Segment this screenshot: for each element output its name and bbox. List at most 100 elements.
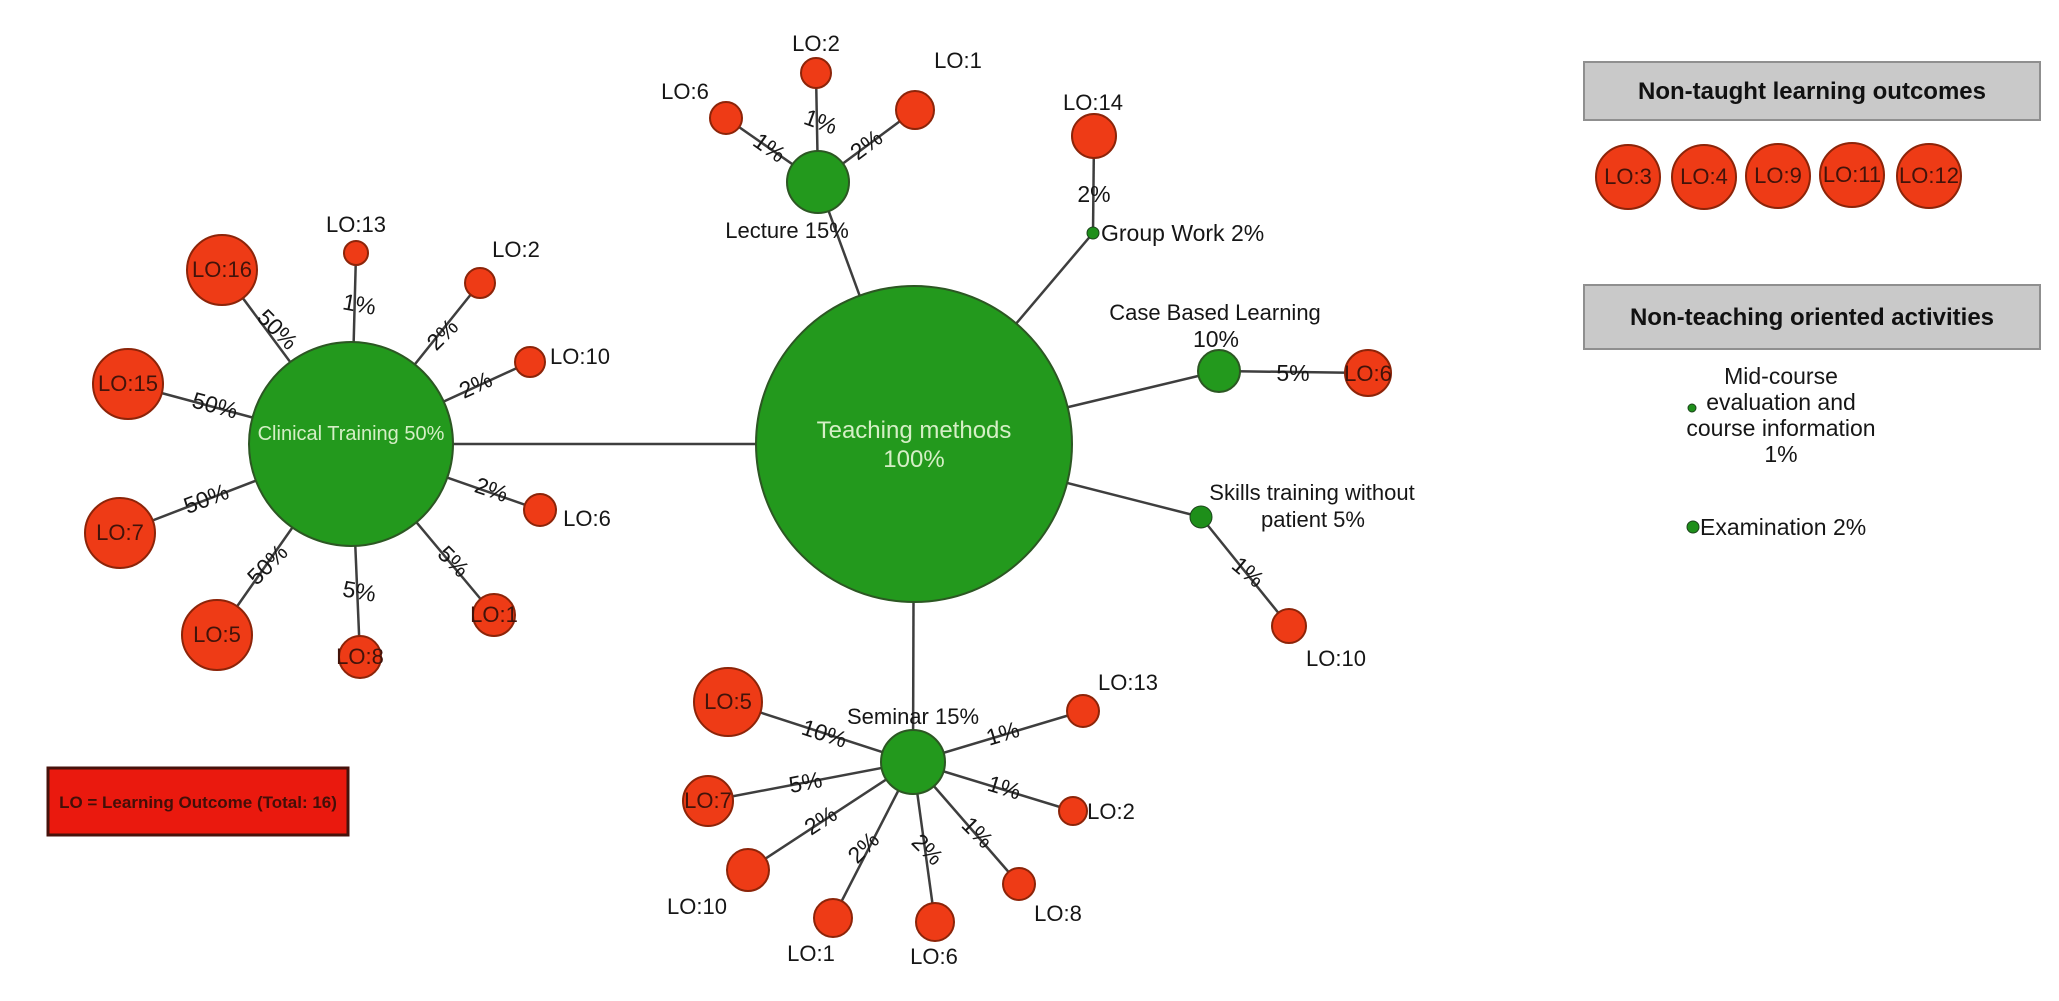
- node-case-pct: 10%: [1193, 326, 1239, 352]
- node-teaching-methods: [755, 285, 1073, 603]
- panel-non-taught-title: Non-taught learning outcomes: [1638, 78, 1986, 105]
- node-lo11: [1819, 142, 1885, 208]
- node-lo9: [1745, 143, 1811, 209]
- edge-pct: 10%: [799, 714, 851, 753]
- node-lo1: [895, 90, 935, 130]
- node-lo3: [1595, 144, 1661, 210]
- node-lo2-label: LO:2: [492, 237, 540, 262]
- node-lo5: [693, 667, 763, 737]
- node-lecture: [786, 150, 850, 214]
- node-lo6-label: LO:6: [563, 506, 611, 531]
- edge-pct: 1%: [983, 716, 1022, 751]
- node-lo12: [1896, 143, 1962, 209]
- node-lo14: [1071, 113, 1117, 159]
- node-lo2: [464, 267, 496, 299]
- edge-pct: 2%: [1077, 181, 1110, 207]
- edge-pct: 50%: [242, 539, 293, 590]
- node-lo1-label: LO:1: [787, 941, 835, 966]
- node-lo16-label: LO:16: [192, 257, 252, 282]
- node-lo15-label: LO:15: [98, 371, 158, 396]
- node-lo16: [186, 234, 258, 306]
- node-skills-label-line2: patient 5%: [1261, 507, 1365, 532]
- node-lo10-label: LO:10: [550, 344, 610, 369]
- node-lo6-label: LO:6: [910, 944, 958, 969]
- node-lo15: [92, 348, 164, 420]
- midcourse-line2: evaluation and: [1706, 389, 1856, 415]
- node-lo10-label: LO:10: [1306, 646, 1366, 671]
- node-lo6: [915, 902, 955, 942]
- node-lo7: [682, 775, 734, 827]
- cluster-clinical-training: Clinical Training 50% LO:16 50% LO:13 1%…: [84, 212, 611, 679]
- edge-pct: 2%: [472, 472, 512, 507]
- node-examination: [1686, 520, 1700, 534]
- edge-pct: 1%: [985, 770, 1024, 805]
- edge-pct: 5%: [433, 540, 475, 582]
- edge-pct: 1%: [749, 127, 791, 167]
- node-midcourse: [1687, 403, 1697, 413]
- node-lo4-label: LO:4: [1680, 164, 1728, 189]
- panel-non-teaching-header: [1583, 284, 2041, 350]
- node-lo3-label: LO:3: [1604, 164, 1652, 189]
- node-lo6: [523, 493, 557, 527]
- node-lecture-label: Lecture 15%: [725, 218, 849, 243]
- edge-pct: 50%: [180, 478, 232, 519]
- edge-pct: 50%: [189, 387, 240, 424]
- edge-pct: 1%: [341, 288, 378, 319]
- node-lo7: [84, 497, 156, 569]
- node-lo5-label: LO:5: [704, 689, 752, 714]
- note-box-rect: [46, 766, 350, 837]
- node-teaching-methods-label: Teaching methods: [817, 417, 1012, 444]
- node-case-based-learning: [1197, 349, 1241, 393]
- node-lo2: [1058, 796, 1088, 826]
- node-clinical-training: [248, 341, 454, 547]
- node-lo8-label: LO:8: [336, 644, 384, 669]
- midcourse-line1: Mid-course: [1724, 363, 1838, 389]
- node-group-work-label: Group Work 2%: [1101, 220, 1264, 246]
- node-lo10: [726, 848, 770, 892]
- node-lo14-label: LO:14: [1063, 90, 1123, 115]
- node-lo10: [514, 346, 546, 378]
- node-lo13-label: LO:13: [326, 212, 386, 237]
- node-lo13-label: LO:13: [1098, 670, 1158, 695]
- node-seminar-label: Seminar 15%: [847, 704, 979, 729]
- edge-pct: 50%: [252, 304, 303, 355]
- node-clinical-training-label: Clinical Training 50%: [258, 423, 445, 445]
- node-skills-label-line1: Skills training without: [1209, 480, 1414, 505]
- node-lo6-label: LO:6: [1344, 361, 1392, 386]
- node-skills-training: [1189, 505, 1213, 529]
- panel-non-teaching-title: Non-teaching oriented activities: [1630, 304, 1994, 331]
- node-case-label: Case Based Learning: [1109, 300, 1321, 325]
- midcourse-line4: 1%: [1764, 441, 1797, 467]
- node-lo13: [343, 240, 369, 266]
- cluster-skills-training: Skills training without patient 5% LO:10…: [1189, 480, 1415, 671]
- node-lo4: [1671, 144, 1737, 210]
- node-lo8: [338, 635, 382, 679]
- node-lo9-label: LO:9: [1754, 163, 1802, 188]
- node-lo12-label: LO:12: [1899, 163, 1959, 188]
- node-lo2: [800, 57, 832, 89]
- node-lo1-label: LO:1: [470, 602, 518, 627]
- node-lo6-label: LO:6: [661, 79, 709, 104]
- node-seminar: [880, 729, 946, 795]
- node-lo6: [709, 101, 743, 135]
- edge-pct: 5%: [787, 766, 825, 798]
- node-lo7-label: LO:7: [96, 520, 144, 545]
- node-teaching-methods-pct: 100%: [883, 446, 944, 473]
- node-lo6: [1344, 349, 1392, 397]
- panel-non-taught-header: [1583, 61, 2041, 121]
- note-box-label: LO = Learning Outcome (Total: 16): [59, 793, 337, 812]
- node-lo8-label: LO:8: [1034, 901, 1082, 926]
- node-lo10: [1271, 608, 1307, 644]
- node-lo1: [472, 593, 516, 637]
- cluster-group-work: Group Work 2% LO:14 2%: [1063, 90, 1264, 246]
- node-lo2-label: LO:2: [792, 31, 840, 56]
- node-lo7-label: LO:7: [684, 788, 732, 813]
- edge: [1218, 369, 1369, 375]
- node-lo1-label: LO:1: [934, 48, 982, 73]
- edge-pct: 5%: [1276, 360, 1309, 386]
- node-lo5-label: LO:5: [193, 622, 241, 647]
- midcourse-line3: course information: [1686, 415, 1875, 441]
- cluster-seminar: Seminar 15% LO:5 10% LO:7 5% LO:10 2% LO…: [667, 667, 1158, 969]
